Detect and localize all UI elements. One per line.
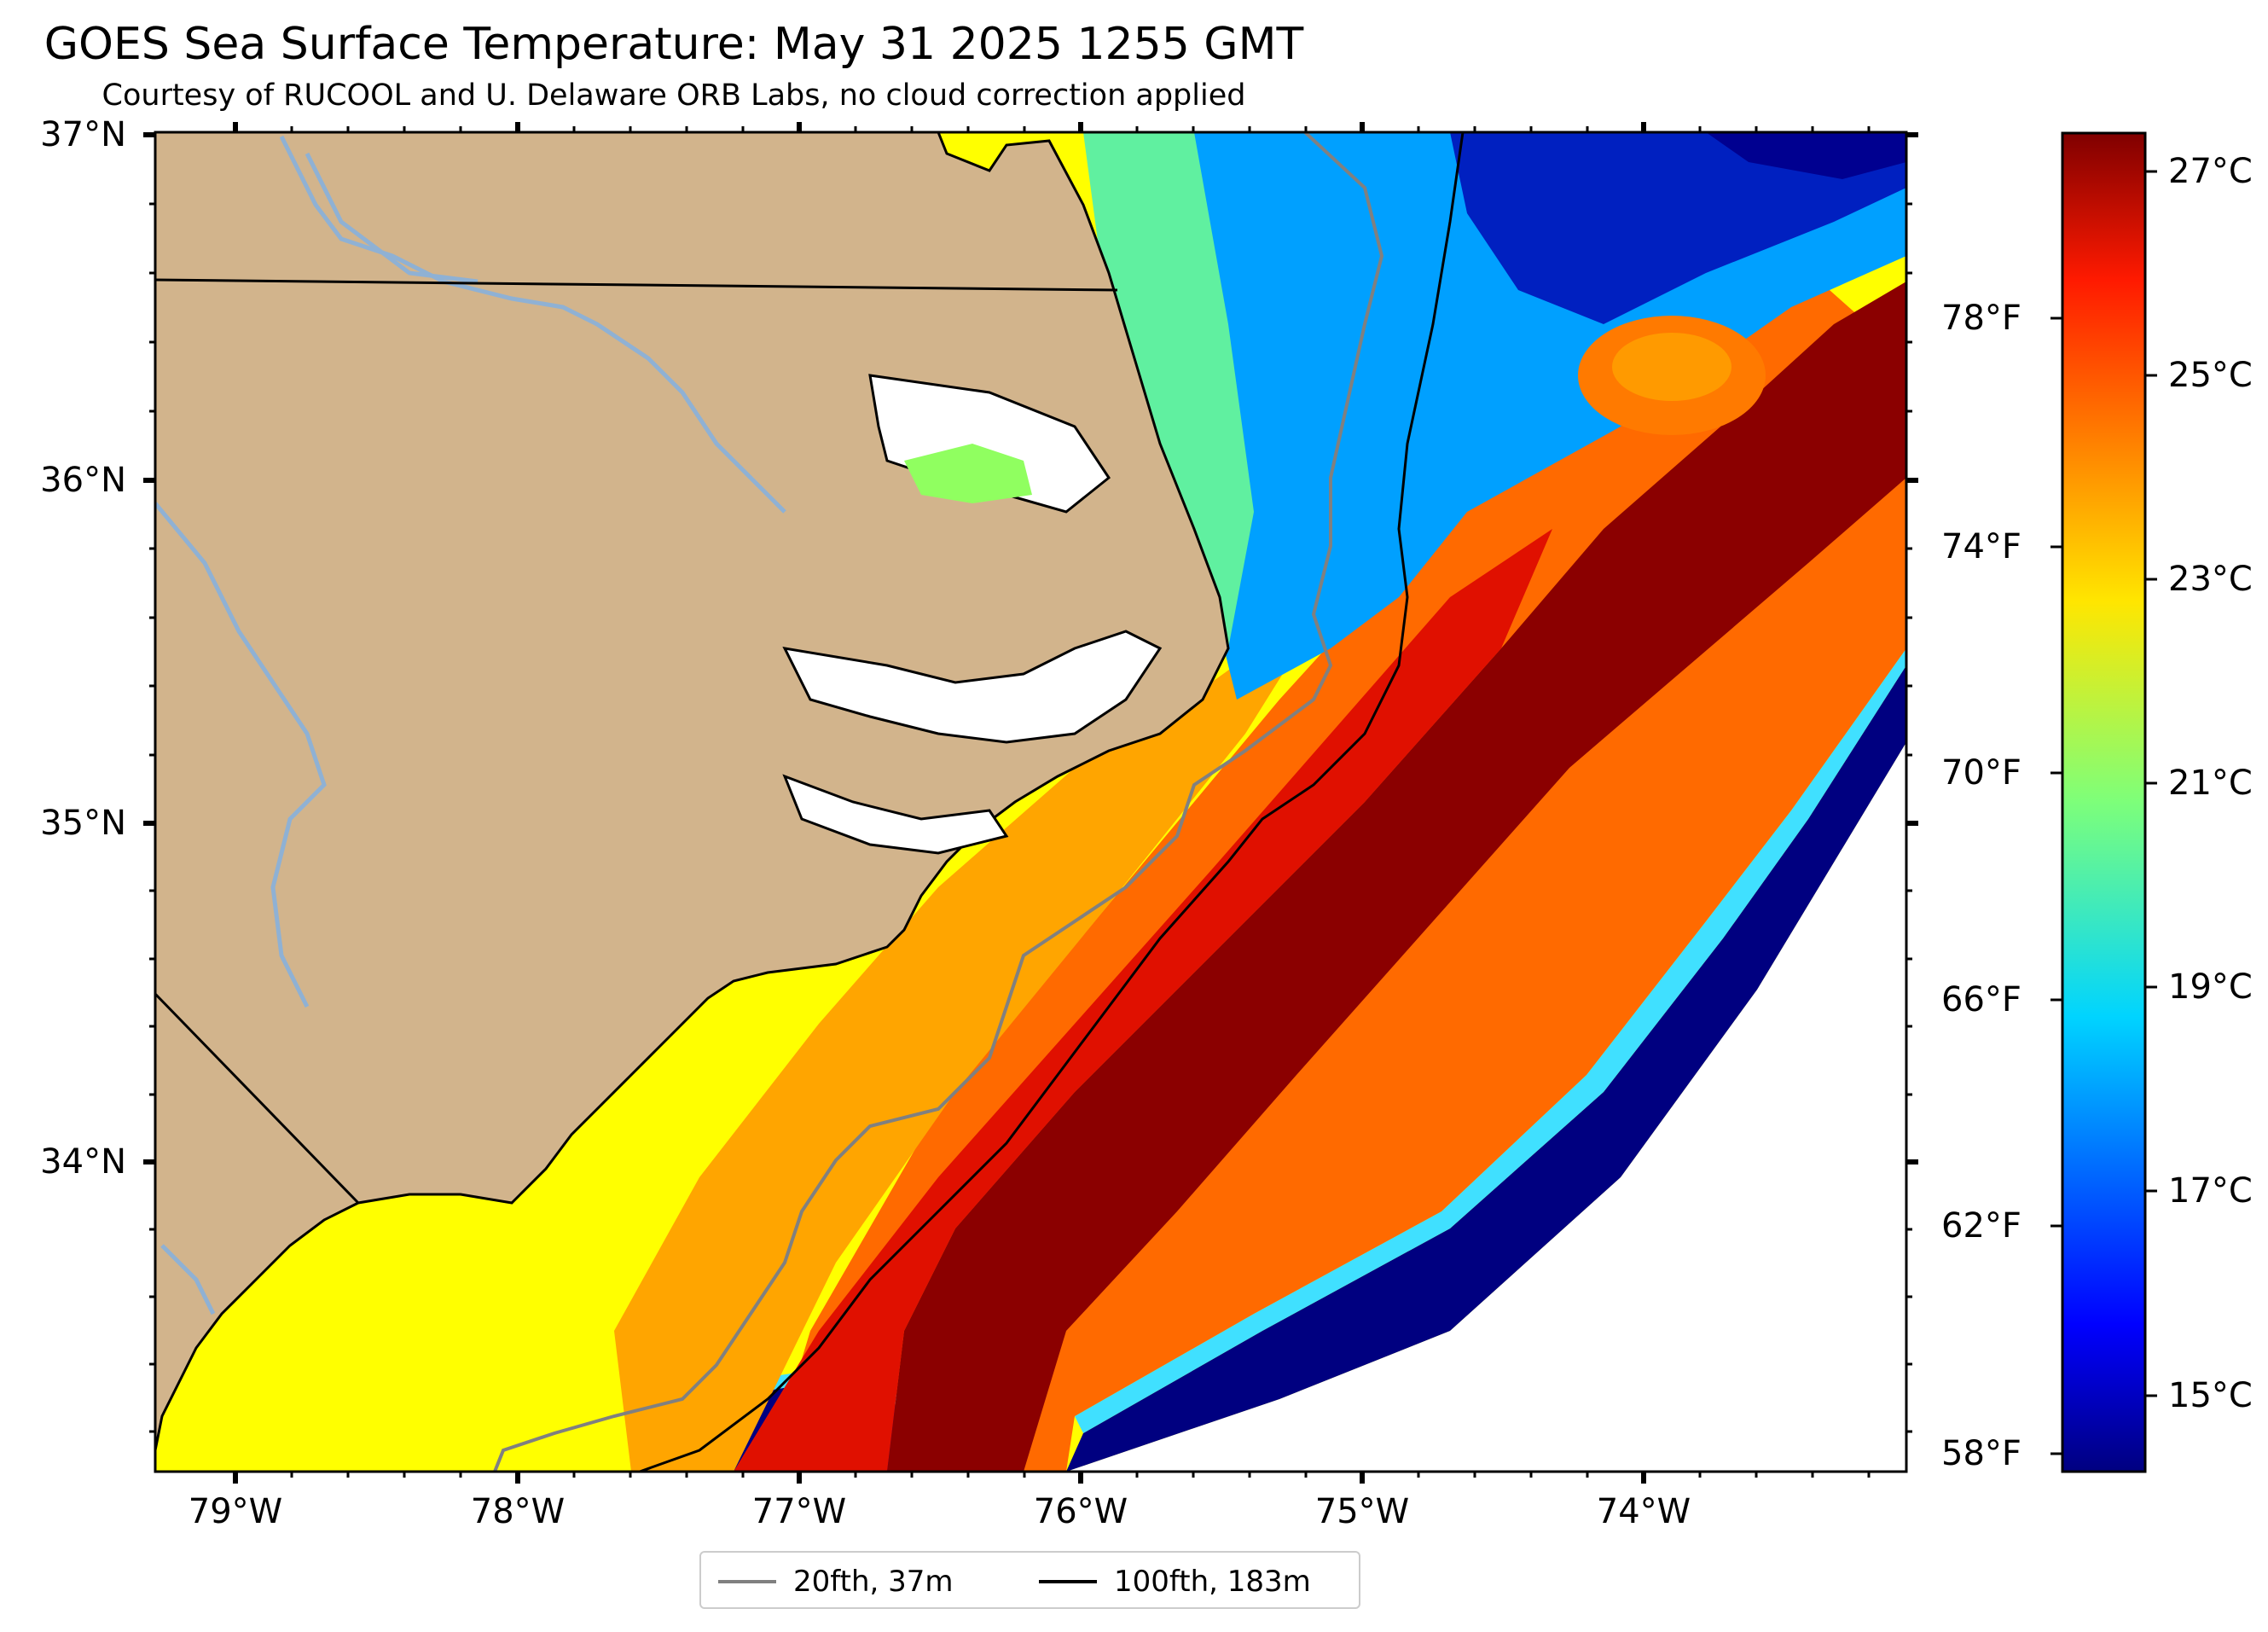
va-nc-border <box>155 278 1118 292</box>
colorbar-c-label: 17°C <box>2168 1171 2253 1211</box>
colorbar-f-label: 74°F <box>1941 527 2021 566</box>
pamlico-sound <box>782 630 1163 744</box>
albemarle-sound <box>868 374 1111 514</box>
colorbar-gradient <box>2061 131 2147 1473</box>
legend-label-100fth: 100fth, 183m <box>1114 1565 1311 1599</box>
lat-label-34n: 34°N <box>40 1142 126 1182</box>
lat-label-37n: 37°N <box>40 115 126 154</box>
cold-northeast <box>1706 132 1906 179</box>
colorbar-c-label: 15°C <box>2168 1376 2253 1415</box>
minor-ticks <box>149 126 1912 1478</box>
colorbar-f-label: 58°F <box>1941 1434 2021 1473</box>
map-subtitle: Courtesy of RUCOOL and U. Delaware ORB L… <box>102 78 1246 113</box>
isobath-100fth <box>639 132 1465 1472</box>
colorbar-c-label: 21°C <box>2168 764 2253 803</box>
colorbar-f-label: 66°F <box>1941 980 2021 1019</box>
colorbar-f-label: 70°F <box>1941 753 2021 793</box>
lon-label-79w: 79°W <box>188 1492 283 1531</box>
colorbar-ticks-c <box>2145 170 2157 1397</box>
map-frame <box>154 131 1908 1473</box>
lon-label-77w: 77°W <box>751 1492 847 1531</box>
isobath-legend: 20fth, 37m 100fth, 183m <box>699 1551 1360 1609</box>
lon-label-74w: 74°W <box>1596 1492 1691 1531</box>
rivers <box>155 135 786 1315</box>
legend-item-20fth: 20fth, 37m <box>718 1563 954 1600</box>
gulf-stream-core <box>887 282 1906 1472</box>
colorbar-c-label: 27°C <box>2168 152 2253 191</box>
legend-swatch-20fth <box>718 1580 776 1583</box>
colorbar-c-label: 23°C <box>2168 560 2253 599</box>
lon-label-76w: 76°W <box>1033 1492 1128 1531</box>
lon-label-75w: 75°W <box>1314 1492 1410 1531</box>
colorbar-f-label: 78°F <box>1941 299 2021 338</box>
lon-label-78w: 78°W <box>470 1492 566 1531</box>
lat-label-36n: 36°N <box>40 461 126 500</box>
map-title: GOES Sea Surface Temperature: May 31 202… <box>44 19 1304 70</box>
shelf-warm <box>614 597 1331 1472</box>
nc-sc-border <box>155 992 360 1205</box>
colorbar-ticks-f <box>2050 317 2062 1455</box>
isobath-20fth <box>493 132 1384 1472</box>
neuse-river-mouth <box>782 774 1009 855</box>
colorbar-f-label: 62°F <box>1941 1206 2021 1246</box>
legend-swatch-100fth <box>1039 1580 1097 1583</box>
cold-north-deep <box>1450 132 1906 324</box>
legend-item-100fth: 100fth, 183m <box>1039 1563 1311 1600</box>
colorbar-c-label: 25°C <box>2168 356 2253 395</box>
warm-eddy-ne-ring <box>1612 333 1731 401</box>
legend-label-20fth: 20fth, 37m <box>793 1565 954 1599</box>
lat-label-35n: 35°N <box>40 804 126 843</box>
colorbar-c-label: 19°C <box>2168 967 2253 1007</box>
gulf-stream-west-flank <box>734 529 1552 1472</box>
sound-green-patch <box>904 444 1032 503</box>
no-data-region <box>1066 742 1906 1472</box>
major-ticks <box>143 122 1918 1484</box>
